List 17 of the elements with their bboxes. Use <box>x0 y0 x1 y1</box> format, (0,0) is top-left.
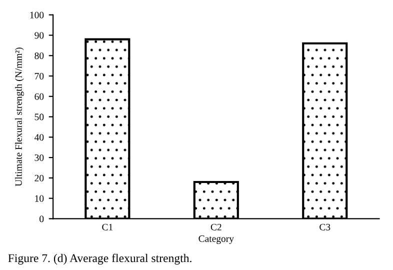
y-tick-label: 30 <box>34 154 44 162</box>
x-axis-title: Category <box>198 235 234 244</box>
y-tick-label: 70 <box>34 72 44 80</box>
y-tick-label: 20 <box>34 174 44 182</box>
y-tick-label: 100 <box>30 12 44 18</box>
y-tick-label: 0 <box>40 216 44 222</box>
y-tick-label: 50 <box>34 114 44 120</box>
x-tick-label: C3 <box>320 224 330 230</box>
y-tick-label: 80 <box>34 52 44 60</box>
y-axis-title: Ultimate Flexural strength (N/mm²) <box>15 48 24 186</box>
x-tick-label: C2 <box>210 224 222 230</box>
y-tick-label: 60 <box>34 93 44 100</box>
x-tick-label: C1 <box>102 224 113 230</box>
caption: Figure 7. (d) Average flexural strength. <box>8 254 192 265</box>
y-tick-label: 90 <box>34 32 44 39</box>
y-tick-label: 10 <box>35 195 44 202</box>
y-tick-label: 40 <box>34 134 44 141</box>
